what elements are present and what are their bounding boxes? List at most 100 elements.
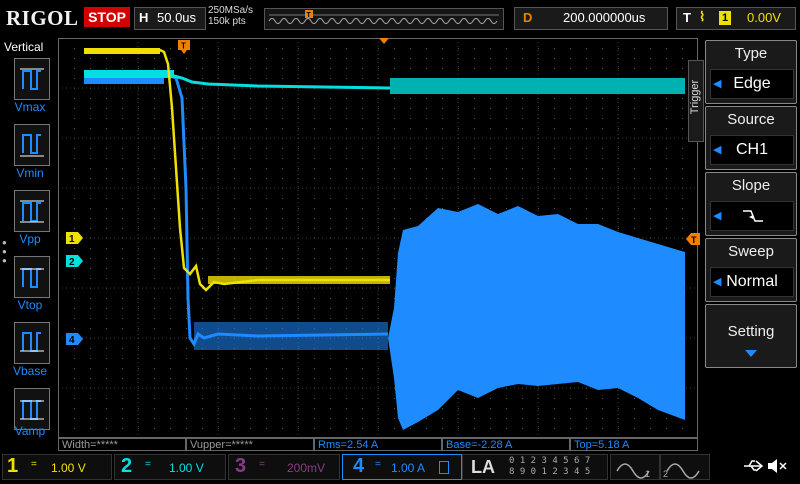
vmax-button[interactable] bbox=[14, 58, 50, 100]
trigger-position-marker[interactable]: T bbox=[178, 40, 190, 54]
vbase-label: Vbase bbox=[12, 364, 48, 378]
la-label: LA bbox=[471, 457, 495, 477]
svg-text:1: 1 bbox=[69, 234, 75, 244]
la-digits-row1: 0 1 2 3 4 5 6 7 bbox=[509, 456, 591, 466]
memory-waveform-icon: T bbox=[268, 10, 499, 24]
horizontal-label: H bbox=[139, 10, 149, 25]
speaker-muted-icon[interactable] bbox=[766, 456, 788, 476]
memory-position-bar[interactable]: T bbox=[264, 8, 504, 30]
ch2-level-marker[interactable]: 2 bbox=[66, 255, 84, 267]
trigger-level-marker[interactable]: T bbox=[686, 233, 700, 245]
type-title: Type bbox=[734, 45, 768, 62]
svg-text:2: 2 bbox=[663, 469, 668, 479]
ch3-number: 3 bbox=[235, 455, 247, 477]
trigger-type-button[interactable]: Type ◀ Edge bbox=[705, 40, 797, 104]
vpp-button[interactable] bbox=[14, 190, 50, 232]
ch3-coupling: = bbox=[259, 459, 265, 470]
type-value-box: ◀ Edge bbox=[710, 69, 794, 99]
vmax-icon bbox=[20, 68, 44, 90]
usb-icon bbox=[744, 460, 764, 472]
vbase-button[interactable] bbox=[14, 322, 50, 364]
source-value-box: ◀ CH1 bbox=[710, 135, 794, 165]
memory-depth: 150k pts bbox=[208, 16, 246, 27]
trigger-menu-tab[interactable]: Trigger bbox=[688, 60, 704, 142]
acquisition-info: 250MSa/s 150k pts bbox=[208, 5, 253, 27]
measurement-bar: Width=***** Vupper=***** Rms=2.54 A Base… bbox=[58, 438, 698, 452]
vmin-label: Vmin bbox=[16, 166, 44, 180]
delay-value: 200.000000us bbox=[563, 10, 646, 25]
vamp-icon bbox=[20, 400, 44, 420]
delay-label: D bbox=[523, 10, 533, 25]
ch2-trace bbox=[84, 70, 685, 94]
horizontal-timebase[interactable]: H 50.0us bbox=[134, 7, 206, 30]
type-value: Edge bbox=[733, 75, 771, 92]
trigger-label: T bbox=[683, 10, 691, 25]
channel-status-bar: 1 = 1.00 V 2 = 1.00 V 3 = 200mV 4 = 1.00… bbox=[0, 452, 800, 480]
vmin-button[interactable] bbox=[14, 124, 50, 166]
top-status-bar: RIGOL STOP H 50.0us 250MSa/s 150k pts T … bbox=[0, 0, 800, 36]
svg-text:T: T bbox=[307, 12, 312, 19]
measurement-base[interactable]: Base=-2.28 A bbox=[442, 438, 570, 451]
setting-title: Setting bbox=[727, 323, 775, 340]
horizontal-value: 50.0us bbox=[157, 10, 197, 25]
ch4-level-marker[interactable]: 4 bbox=[66, 333, 84, 345]
falling-edge-icon: ⌇ bbox=[699, 9, 706, 24]
run-stop-indicator[interactable]: STOP bbox=[84, 7, 130, 27]
vmin-icon bbox=[20, 134, 44, 157]
measurement-vupper[interactable]: Vupper=***** bbox=[186, 438, 314, 451]
svg-text:2: 2 bbox=[69, 257, 75, 267]
sweep-value-box: ◀ Normal bbox=[710, 267, 794, 297]
probe-icon bbox=[439, 461, 449, 474]
logic-analyzer-status[interactable]: LA 0 1 2 3 4 5 6 7 8 9 0 1 2 3 4 5 bbox=[462, 454, 608, 480]
trigger-channel: 1 bbox=[719, 11, 731, 25]
source-value: CH1 bbox=[735, 141, 768, 158]
ch1-status[interactable]: 1 = 1.00 V bbox=[2, 454, 112, 480]
measurement-rms[interactable]: Rms=2.54 A bbox=[314, 438, 442, 451]
source-title: Source bbox=[727, 111, 775, 128]
ch1-scale: 1.00 V bbox=[51, 461, 86, 475]
chevron-down-icon bbox=[745, 350, 757, 357]
vertical-measure-panel: Vertical Vmax Vmin Vpp Vtop Vbase Vamp ●… bbox=[0, 36, 58, 438]
ch2-number: 2 bbox=[121, 455, 133, 477]
ch4-status[interactable]: 4 = 1.00 A bbox=[342, 454, 462, 480]
ch1-level-marker[interactable]: 1 bbox=[66, 232, 84, 244]
sine-wave-icon: 1 bbox=[616, 463, 650, 479]
trigger-tab-label: Trigger bbox=[689, 79, 701, 115]
vtop-button[interactable] bbox=[14, 256, 50, 298]
vamp-button[interactable] bbox=[14, 388, 50, 430]
ch3-status[interactable]: 3 = 200mV bbox=[228, 454, 340, 480]
slope-title: Slope bbox=[731, 177, 771, 194]
ch1-coupling: = bbox=[31, 459, 37, 470]
vpp-icon bbox=[20, 200, 44, 223]
ch2-status[interactable]: 2 = 1.00 V bbox=[114, 454, 226, 480]
source2-status[interactable]: 2 bbox=[660, 454, 710, 480]
vmax-label: Vmax bbox=[14, 100, 46, 114]
brand-logo: RIGOL bbox=[6, 6, 79, 30]
trigger-source-button[interactable]: Source ◀ CH1 bbox=[705, 106, 797, 170]
measurement-top[interactable]: Top=5.18 A bbox=[570, 438, 698, 451]
source1-status[interactable]: 1 bbox=[610, 454, 660, 480]
page-indicator: ● ● ● bbox=[2, 238, 7, 265]
sample-rate: 250MSa/s bbox=[208, 5, 254, 16]
vpp-label: Vpp bbox=[19, 232, 41, 246]
trigger-status[interactable]: T ⌇ 1 0.00V bbox=[676, 7, 796, 30]
trigger-setting-button[interactable]: Setting bbox=[705, 304, 797, 368]
delay-center-marker bbox=[379, 38, 389, 44]
ch1-trace bbox=[84, 48, 390, 292]
waveform-display[interactable] bbox=[58, 38, 698, 438]
ch2-scale: 1.00 V bbox=[169, 461, 204, 475]
svg-text:T: T bbox=[691, 235, 697, 245]
ch1-number: 1 bbox=[7, 455, 19, 477]
trigger-slope-button[interactable]: Slope ◀ bbox=[705, 172, 797, 236]
vamp-label: Vamp bbox=[14, 424, 46, 438]
left-arrow-icon: ◀ bbox=[713, 78, 722, 90]
vtop-icon bbox=[20, 268, 44, 288]
left-arrow-icon: ◀ bbox=[713, 210, 722, 222]
ch4-trace bbox=[84, 70, 685, 430]
vtop-label: Vtop bbox=[17, 298, 43, 312]
trigger-sweep-button[interactable]: Sweep ◀ Normal bbox=[705, 238, 797, 302]
delay-display[interactable]: D 200.000000us bbox=[514, 7, 668, 30]
measurement-width[interactable]: Width=***** bbox=[58, 438, 186, 451]
sine-wave-icon: 2 bbox=[663, 463, 700, 479]
vbase-icon bbox=[20, 332, 44, 352]
